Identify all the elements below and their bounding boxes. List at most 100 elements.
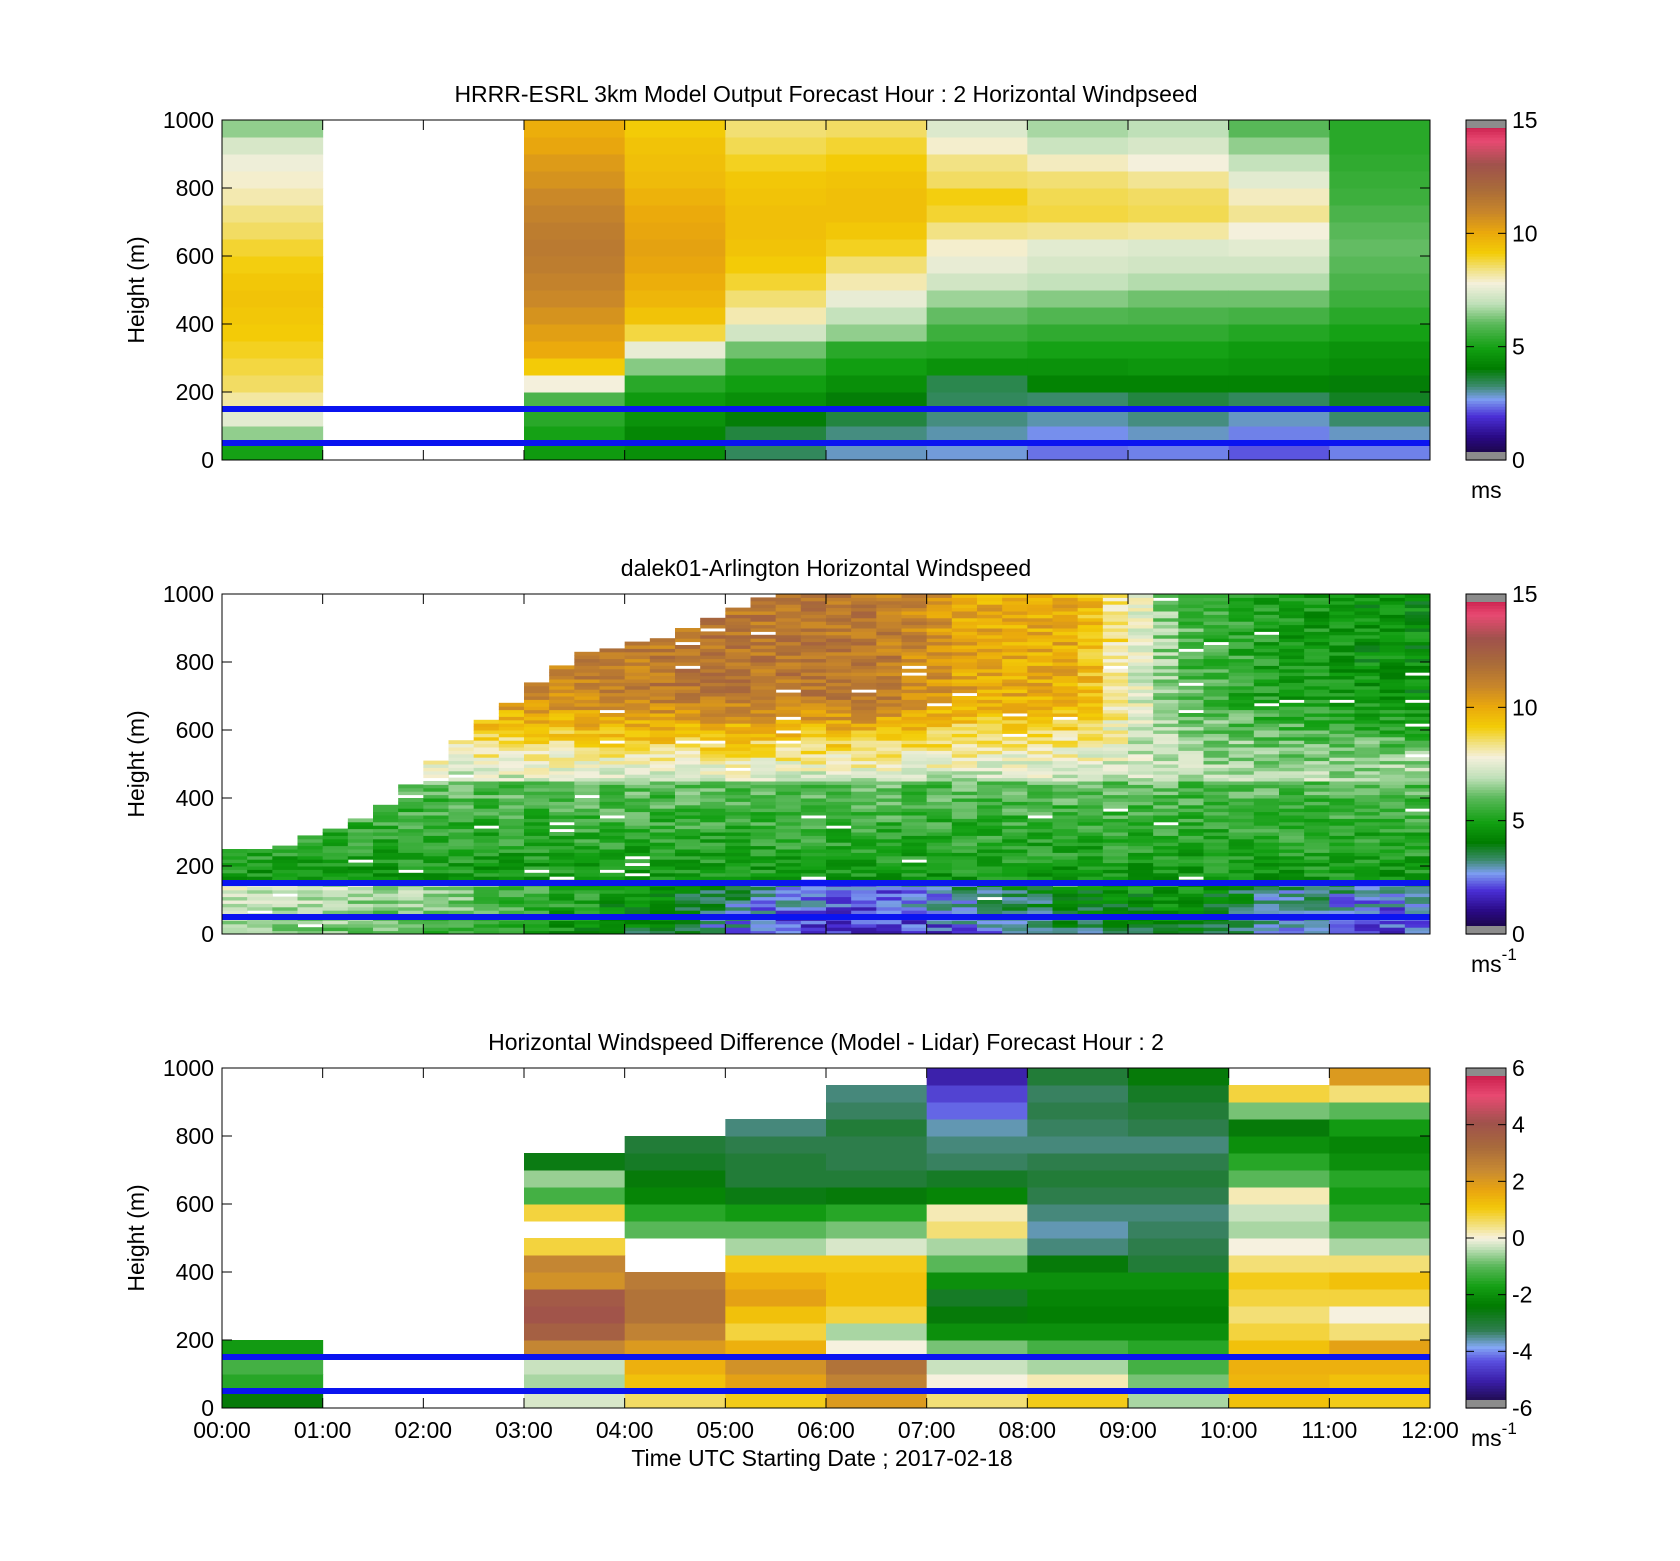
heatmap-cell — [1178, 869, 1204, 874]
heatmap-cell — [1027, 760, 1053, 765]
colorbar-segment — [1466, 332, 1506, 336]
heatmap-cell — [1102, 798, 1129, 802]
heatmap-cell — [926, 743, 953, 748]
heatmap-cell — [1153, 798, 1179, 802]
heatmap-cell — [1002, 886, 1028, 891]
heatmap-cell — [1253, 825, 1280, 830]
colorbar-segment — [1466, 653, 1506, 657]
heatmap-cell — [750, 815, 777, 819]
heatmap-cell — [1379, 862, 1406, 867]
heatmap-cell — [1253, 740, 1280, 745]
heatmap-cell — [624, 648, 651, 653]
heatmap-cell — [725, 753, 751, 758]
heatmap-cell — [1329, 1187, 1431, 1205]
heatmap-cell — [1253, 655, 1280, 660]
heatmap-cell — [498, 862, 525, 867]
heatmap-cell — [725, 838, 751, 843]
heatmap-cell — [1102, 631, 1129, 636]
colorbar-segment — [1466, 417, 1506, 421]
heatmap-cell — [977, 930, 1003, 935]
heatmap-cell — [347, 896, 374, 901]
heatmap-cell — [1027, 889, 1053, 894]
heatmap-cell — [851, 825, 877, 830]
heatmap-cell — [423, 801, 449, 806]
heatmap-cell — [1128, 1238, 1230, 1256]
heatmap-cell — [1329, 154, 1431, 172]
heatmap-cell — [775, 893, 802, 898]
heatmap-cell — [951, 866, 978, 870]
heatmap-cell — [222, 120, 324, 138]
heatmap-cell — [1228, 889, 1255, 894]
heatmap-cell — [977, 682, 1003, 687]
heatmap-cell — [1228, 753, 1255, 758]
heatmap-cell — [373, 866, 399, 870]
heatmap-cell — [473, 774, 500, 779]
heatmap-cell — [1404, 872, 1431, 877]
heatmap-cell — [901, 668, 928, 673]
heatmap-cell — [1228, 648, 1255, 653]
heatmap-cell — [1354, 791, 1381, 796]
heatmap-cell — [1354, 604, 1381, 609]
heatmap-cell — [1052, 859, 1079, 864]
heatmap-cell — [1379, 791, 1406, 796]
heatmap-cell — [498, 709, 525, 714]
heatmap-cell — [1027, 835, 1053, 840]
heatmap-cell — [826, 1391, 928, 1409]
heatmap-cell — [775, 862, 802, 867]
heatmap-cell — [725, 222, 827, 240]
colorbar-segment — [1466, 227, 1506, 232]
heatmap-cell — [1002, 872, 1028, 877]
heatmap-cell — [297, 896, 324, 901]
heatmap-cell — [524, 747, 550, 751]
heatmap-cell — [599, 794, 626, 799]
heatmap-cell — [700, 767, 726, 772]
heatmap-cell — [1329, 641, 1355, 646]
colorbar-segment — [1466, 392, 1506, 396]
heatmap-cell — [725, 614, 751, 619]
heatmap-cell — [1228, 685, 1255, 690]
heatmap-cell — [901, 679, 928, 683]
heatmap-cell — [649, 764, 676, 768]
heatmap-cell — [624, 689, 651, 694]
heatmap-cell — [297, 866, 324, 870]
heatmap-cell — [1002, 682, 1028, 687]
heatmap-cell — [1178, 631, 1204, 636]
heatmap-cell — [524, 930, 550, 935]
heatmap-cell — [247, 849, 273, 853]
colorbar-segment — [1466, 406, 1506, 410]
heatmap-cell — [1002, 838, 1028, 843]
heatmap-cell — [675, 859, 701, 864]
heatmap-cell — [1404, 621, 1431, 626]
heatmap-cell — [448, 859, 475, 864]
heatmap-cell — [549, 767, 575, 772]
heatmap-cell — [1354, 699, 1381, 704]
heatmap-cell — [675, 821, 701, 826]
heatmap-cell — [1052, 804, 1079, 809]
heatmap-cell — [926, 750, 953, 755]
heatmap-cell — [649, 920, 676, 925]
heatmap-cell — [1128, 696, 1154, 700]
heatmap-cell — [775, 859, 802, 864]
heatmap-cell — [1128, 638, 1154, 643]
heatmap-cell — [800, 594, 827, 598]
heatmap-cell — [926, 341, 1028, 359]
heatmap-cell — [1379, 726, 1406, 731]
heatmap-cell — [800, 760, 827, 765]
heatmap-cell — [549, 689, 575, 694]
heatmap-cell — [1128, 597, 1154, 602]
heatmap-cell — [750, 614, 777, 619]
heatmap-cell — [926, 682, 953, 687]
heatmap-cell — [1128, 188, 1230, 206]
heatmap-cell — [1178, 801, 1204, 806]
heatmap-cell — [750, 699, 777, 704]
heatmap-cell — [1153, 628, 1179, 632]
heatmap-cell — [1077, 910, 1104, 915]
heatmap-cell — [951, 675, 978, 680]
heatmap-cell — [977, 730, 1003, 734]
heatmap-cell — [1128, 747, 1154, 751]
heatmap-cell — [473, 852, 500, 857]
heatmap-cell — [977, 655, 1003, 660]
heatmap-cell — [599, 648, 626, 653]
colorbar-segment — [1466, 888, 1506, 893]
heatmap-cell — [1128, 685, 1154, 690]
